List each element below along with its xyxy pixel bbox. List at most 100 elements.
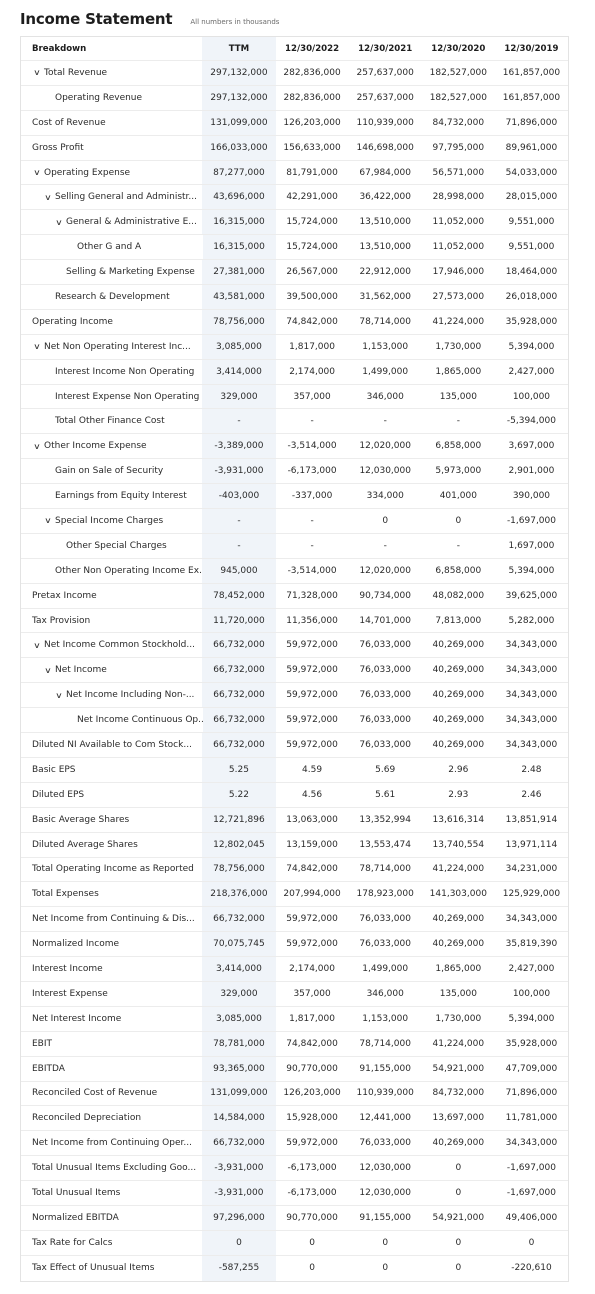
value-cell: 41,224,000 [432,316,485,327]
chevron-down-icon[interactable]: ∨ [33,168,41,177]
chevron-down-icon[interactable]: ∨ [33,68,41,78]
row-label-text: Cost of Revenue [32,117,106,128]
value-cell: 12,802,045 [202,832,276,857]
table-row: Basic Average Shares 12,721,896 13,063,000… [21,807,568,833]
value-cell: 59,972,000 [286,665,338,676]
value-cell: 34,343,000 [505,914,558,925]
value-cell: 59,972,000 [286,739,338,750]
column-header-2021[interactable]: 12/30/2021 [358,43,413,54]
value-cell: 12,020,000 [359,565,411,576]
chevron-down-icon[interactable]: ∨ [44,192,52,202]
value-cell: 76,033,000 [359,1138,411,1149]
table-row: Total Operating Income as Reported 78,756… [21,857,568,883]
row-label: Reconciled Depreciation [21,1106,202,1130]
chevron-down-icon[interactable]: ∨ [55,690,63,700]
value-cell: 12,441,000 [359,1113,411,1124]
column-header-ttm[interactable]: TTM [202,37,276,60]
row-label[interactable]: ∨ Operating Expense [21,161,202,185]
value-cell: -403,000 [202,484,276,509]
value-cell: 5,394,000 [508,341,555,352]
chevron-down-icon[interactable]: ∨ [33,342,41,352]
value-cell: 5,394,000 [508,565,555,576]
row-label[interactable]: ∨ Other Income Expense [21,434,202,458]
value-cell: -3,389,000 [202,434,276,459]
row-label-text: Total Operating Income as Reported [32,864,194,875]
value-cell: 15,724,000 [286,217,338,228]
value-cell: -6,173,000 [287,466,337,477]
value-cell: 0 [455,515,462,526]
value-cell: 39,625,000 [505,590,558,601]
row-label: Total Operating Income as Reported [21,858,202,882]
value-cell: 70,075,745 [202,932,276,957]
row-label-text: Net Interest Income [32,1013,122,1024]
table-row: Gross Profit 166,033,000 156,633,000 146,69… [21,135,568,161]
value-cell: 13,697,000 [432,1113,485,1124]
value-cell: - [383,540,387,551]
table-row: Net Income Continuous Op... 66,732,000 59,… [21,708,568,734]
chevron-down-icon[interactable]: ∨ [33,640,41,650]
value-cell: 0 [382,515,389,526]
value-cell: 41,224,000 [432,864,485,875]
row-label[interactable]: ∨ Net Income [21,658,202,682]
value-cell: 5,394,000 [508,1013,555,1024]
value-cell: 59,972,000 [286,1138,338,1149]
value-cell: 56,571,000 [432,167,485,178]
value-cell: - [456,540,460,551]
chevron-down-icon[interactable]: ∨ [33,441,41,451]
value-cell: 13,851,914 [505,814,558,825]
value-cell: 5.69 [375,764,396,775]
row-label: Reconciled Cost of Revenue [21,1082,202,1106]
row-label[interactable]: ∨ Net Non Operating Interest Inc... [21,335,202,359]
value-cell: 125,929,000 [502,889,561,900]
value-cell: 401,000 [439,491,477,502]
value-cell: -6,173,000 [287,1163,337,1174]
value-cell: 182,527,000 [429,67,487,78]
value-cell: 257,637,000 [356,67,414,78]
value-cell: 15,928,000 [286,1113,338,1124]
table-row: ∨ Net Non Operating Interest Inc... 3,085,… [21,334,568,360]
value-cell: -3,514,000 [287,565,337,576]
chevron-down-icon[interactable]: ∨ [44,665,52,675]
table-row: ∨ Net Income 66,732,000 59,972,000 76,033,00… [21,658,568,684]
column-header-2020[interactable]: 12/30/2020 [431,43,486,54]
value-cell: 0 [309,1237,315,1248]
value-cell: 13,553,474 [359,839,411,850]
row-label: EBIT [21,1032,202,1056]
row-label-text: Operating Revenue [55,92,143,103]
value-cell: 1,730,000 [435,1013,482,1024]
table-row: EBIT 78,781,000 74,842,000 78,714,000 41,224… [21,1031,568,1057]
row-label-text: Normalized Income [32,939,120,950]
value-cell: 3,414,000 [202,957,276,981]
value-cell: 34,231,000 [505,864,558,875]
row-label[interactable]: ∨ Special Income Charges [21,509,202,533]
row-label: Net Interest Income [21,1007,202,1031]
row-label[interactable]: ∨ Net Income Including Non-... [21,683,202,707]
value-cell: 13,616,314 [432,814,485,825]
row-label-text: Earnings from Equity Interest [55,491,187,502]
column-header-2022[interactable]: 12/30/2022 [285,43,340,54]
table-row: Tax Provision 11,720,000 11,356,000 14,701,… [21,608,568,634]
value-cell: 2,427,000 [508,366,555,377]
value-cell: 12,030,000 [359,1188,411,1199]
value-cell: 182,527,000 [429,92,487,103]
row-label[interactable]: ∨ Selling General and Administr... [21,185,202,209]
table-row: Operating Income 78,756,000 74,842,000 78,7… [21,309,568,335]
value-cell: 74,842,000 [286,316,338,327]
value-cell: 76,033,000 [359,914,411,925]
row-label[interactable]: ∨ Net Income Common Stockhold... [21,633,202,657]
row-label[interactable]: ∨ General & Administrative E... [21,210,202,234]
table-row: Net Income from Continuing Oper... 66,732… [21,1131,568,1157]
value-cell: 43,696,000 [202,185,276,210]
value-cell: 11,781,000 [505,1113,558,1124]
row-label[interactable]: ∨ Total Revenue [21,61,202,85]
chevron-down-icon[interactable]: ∨ [55,217,63,227]
chevron-down-icon[interactable]: ∨ [44,516,52,526]
value-cell: 3,414,000 [202,359,276,384]
row-label: Research & Development [21,285,202,309]
value-cell: 76,033,000 [359,640,411,651]
value-cell: 22,912,000 [359,267,411,278]
table-row: Reconciled Cost of Revenue 131,099,000 126… [21,1081,568,1107]
value-cell: 13,352,994 [359,814,411,825]
value-cell: -6,173,000 [287,1188,337,1199]
column-header-2019[interactable]: 12/30/2019 [504,43,559,54]
